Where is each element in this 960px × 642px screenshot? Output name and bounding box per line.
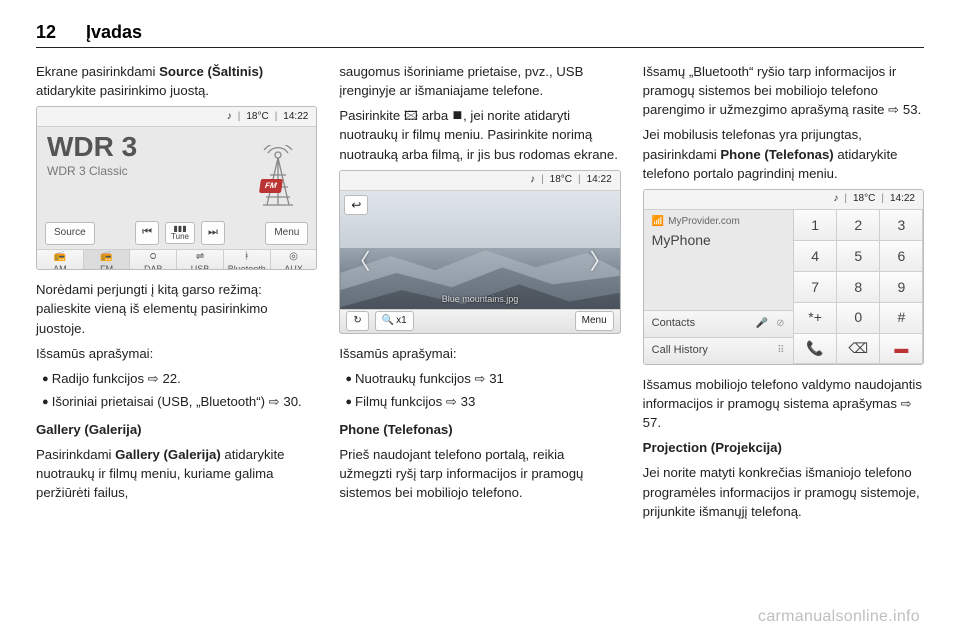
source-aux[interactable]: ◎AUX xyxy=(271,250,317,270)
key-6[interactable]: 6 xyxy=(879,240,923,272)
watermark: carmanualsonline.info xyxy=(758,608,920,626)
mic-icon: 🎤 xyxy=(756,317,768,332)
key-7[interactable]: 7 xyxy=(793,271,837,303)
radio-control-row: Source ⏮ ▮▮▮Tune ⏭ Menu xyxy=(37,221,316,249)
key-0[interactable]: 0 xyxy=(836,302,880,334)
para: Norėdami perjungti į kitą garso režimą: … xyxy=(36,280,317,337)
list-item: Nuotraukų funkcijos ⇨ 31 xyxy=(339,369,620,389)
bullet-list: Nuotraukų funkcijos ⇨ 31 Filmų funkcijos… xyxy=(339,369,620,412)
key-2[interactable]: 2 xyxy=(836,209,880,241)
page-number: 12 xyxy=(36,22,56,43)
para: Jei mobilusis telefonas yra prijungtas, … xyxy=(643,125,924,182)
heading: Phone (Telefonas) xyxy=(339,420,620,439)
status-bar: ♪ | 18°C | 14:22 xyxy=(644,190,923,210)
back-button[interactable]: ↩ xyxy=(344,195,368,215)
image-caption: Blue mountains.jpg xyxy=(442,293,519,306)
call-button[interactable]: 📞 xyxy=(793,333,837,365)
para: Išsamų „Bluetooth“ ryšio tarp informacij… xyxy=(643,62,924,119)
column-2: saugomus išoriniame prietaise, pvz., USB… xyxy=(339,62,620,527)
delete-button[interactable]: ⌫ xyxy=(836,333,880,365)
radio-tower-icon: FM xyxy=(250,133,306,211)
station-subtitle: WDR 3 Classic xyxy=(47,163,250,180)
key-hash[interactable]: # xyxy=(879,302,923,334)
heading: Projection (Projekcija) xyxy=(643,438,924,457)
status-temp: 18°C xyxy=(246,110,268,125)
para: Išsamūs aprašymai: xyxy=(36,344,317,363)
call-history-button[interactable]: Call History ⠿ xyxy=(644,337,793,364)
keypad-icon: ⠿ xyxy=(777,344,784,359)
status-bar: ♪ | 18°C | 14:22 xyxy=(37,107,316,127)
end-call-button[interactable]: ▬ xyxy=(879,333,923,365)
source-fm[interactable]: 📻FM xyxy=(84,250,131,270)
status-bar: ♪ | 18°C | 14:22 xyxy=(340,171,619,191)
radio-screenshot: ♪ | 18°C | 14:22 WDR 3 WDR 3 Classic xyxy=(36,106,317,270)
section-title: Įvadas xyxy=(86,22,142,43)
key-5[interactable]: 5 xyxy=(836,240,880,272)
status-temp: 18°C xyxy=(853,192,875,207)
rotate-button[interactable]: ↻ xyxy=(346,311,368,332)
prev-image-button[interactable]: 〈 xyxy=(348,246,370,278)
gallery-image: ↩ 〈 〉 Blue mountains.jpg ↻ 🔍x1 Menu xyxy=(340,191,619,333)
para: Prieš naudojant telefono portalą, reikia… xyxy=(339,445,620,502)
status-time: 14:22 xyxy=(890,192,915,207)
mute-icon: ⊘ xyxy=(776,317,784,332)
key-3[interactable]: 3 xyxy=(879,209,923,241)
key-9[interactable]: 9 xyxy=(879,271,923,303)
station-name: WDR 3 xyxy=(47,133,250,161)
para: saugomus išoriniame prietaise, pvz., USB… xyxy=(339,62,620,100)
para: Ekrane pasirinkdami Source (Šaltinis) at… xyxy=(36,62,317,100)
contacts-button[interactable]: Contacts 🎤⊘ xyxy=(644,310,793,337)
list-item: Filmų funkcijos ⇨ 33 xyxy=(339,392,620,412)
content-columns: Ekrane pasirinkdami Source (Šaltinis) at… xyxy=(36,62,924,527)
status-time: 14:22 xyxy=(283,110,308,125)
signal-icon: 📶 xyxy=(652,215,664,230)
para: Išsamūs aprašymai: xyxy=(339,344,620,363)
gallery-screenshot: ♪ | 18°C | 14:22 ↩ 〈 〉 Blue mountains.jp… xyxy=(339,170,620,334)
manual-page: 12 Įvadas Ekrane pasirinkdami Source (Ša… xyxy=(0,0,960,642)
provider-label: 📶 MyProvider.com xyxy=(644,210,793,231)
source-am[interactable]: 📻AM xyxy=(37,250,84,270)
key-8[interactable]: 8 xyxy=(836,271,880,303)
status-temp: 18°C xyxy=(550,173,572,188)
dial-keypad: 1 2 3 4 5 6 7 8 9 *+ 0 # 📞 ⌫ ▬ xyxy=(794,210,923,364)
tune-button[interactable]: ▮▮▮Tune xyxy=(165,222,195,244)
source-dab[interactable]: ੦DAB xyxy=(130,250,177,270)
next-track-button[interactable]: ⏭ xyxy=(201,221,225,245)
list-item: Radijo funkcijos ⇨ 22. xyxy=(36,369,317,389)
list-item: Išoriniai prietaisai (USB, „Bluetooth“) … xyxy=(36,392,317,412)
para: Jei norite matyti konkrečias išmaniojo t… xyxy=(643,463,924,520)
music-icon: ♪ xyxy=(227,110,232,125)
para: Pasirinkite 🖾 arba ⯀, jei norite atidary… xyxy=(339,106,620,163)
source-bluetooth[interactable]: ᚼBluetooth xyxy=(224,250,271,270)
key-4[interactable]: 4 xyxy=(793,240,837,272)
para: Išsamus mobiliojo telefono valdymo naudo… xyxy=(643,375,924,432)
source-usb[interactable]: ⇌USB xyxy=(177,250,224,270)
key-star[interactable]: *+ xyxy=(793,302,837,334)
next-image-button[interactable]: 〉 xyxy=(590,246,612,278)
para: Pasirinkdami Gallery (Galerija) atidaryk… xyxy=(36,445,317,502)
heading: Gallery (Galerija) xyxy=(36,420,317,439)
gallery-toolbar: ↻ 🔍x1 Menu xyxy=(340,309,619,333)
phone-left-panel: 📶 MyProvider.com MyPhone Contacts 🎤⊘ Cal… xyxy=(644,210,794,364)
music-icon: ♪ xyxy=(530,173,535,188)
key-1[interactable]: 1 xyxy=(793,209,837,241)
bullet-list: Radijo funkcijos ⇨ 22. Išoriniai prietai… xyxy=(36,369,317,412)
gallery-menu-button[interactable]: Menu xyxy=(575,311,614,332)
menu-button[interactable]: Menu xyxy=(265,222,308,245)
phone-screenshot: ♪ | 18°C | 14:22 📶 MyProvider.com MyPhon… xyxy=(643,189,924,365)
status-time: 14:22 xyxy=(587,173,612,188)
radio-main: WDR 3 WDR 3 Classic xyxy=(37,127,316,221)
music-icon: ♪ xyxy=(833,192,838,207)
column-3: Išsamų „Bluetooth“ ryšio tarp informacij… xyxy=(643,62,924,527)
fm-badge: FM xyxy=(259,179,282,193)
page-header: 12 Įvadas xyxy=(36,22,924,48)
column-1: Ekrane pasirinkdami Source (Šaltinis) at… xyxy=(36,62,317,527)
zoom-button[interactable]: 🔍x1 xyxy=(375,311,414,332)
source-button[interactable]: Source xyxy=(45,222,95,245)
prev-track-button[interactable]: ⏮ xyxy=(135,221,159,245)
device-name: MyPhone xyxy=(644,230,793,256)
source-bar: 📻AM 📻FM ੦DAB ⇌USB ᚼBluetooth ◎AUX xyxy=(37,249,316,270)
